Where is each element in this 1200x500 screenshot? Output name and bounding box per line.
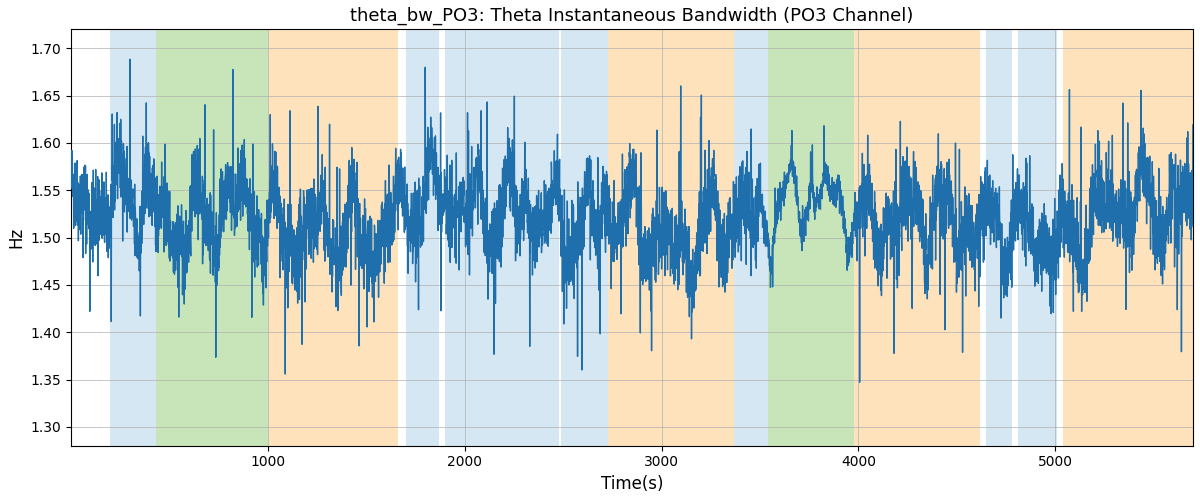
Bar <box>1063 30 1193 446</box>
Bar <box>268 30 398 446</box>
Bar <box>445 30 559 446</box>
Bar <box>734 30 768 446</box>
Bar <box>110 30 156 446</box>
Bar <box>406 30 439 446</box>
Bar <box>156 30 268 446</box>
Bar <box>562 30 608 446</box>
X-axis label: Time(s): Time(s) <box>601 475 664 493</box>
Title: theta_bw_PO3: Theta Instantaneous Bandwidth (PO3 Channel): theta_bw_PO3: Theta Instantaneous Bandwi… <box>350 7 913 25</box>
Bar <box>1018 30 1057 446</box>
Bar <box>986 30 1012 446</box>
Bar <box>608 30 734 446</box>
Y-axis label: Hz: Hz <box>7 227 25 248</box>
Bar <box>854 30 980 446</box>
Bar <box>768 30 854 446</box>
